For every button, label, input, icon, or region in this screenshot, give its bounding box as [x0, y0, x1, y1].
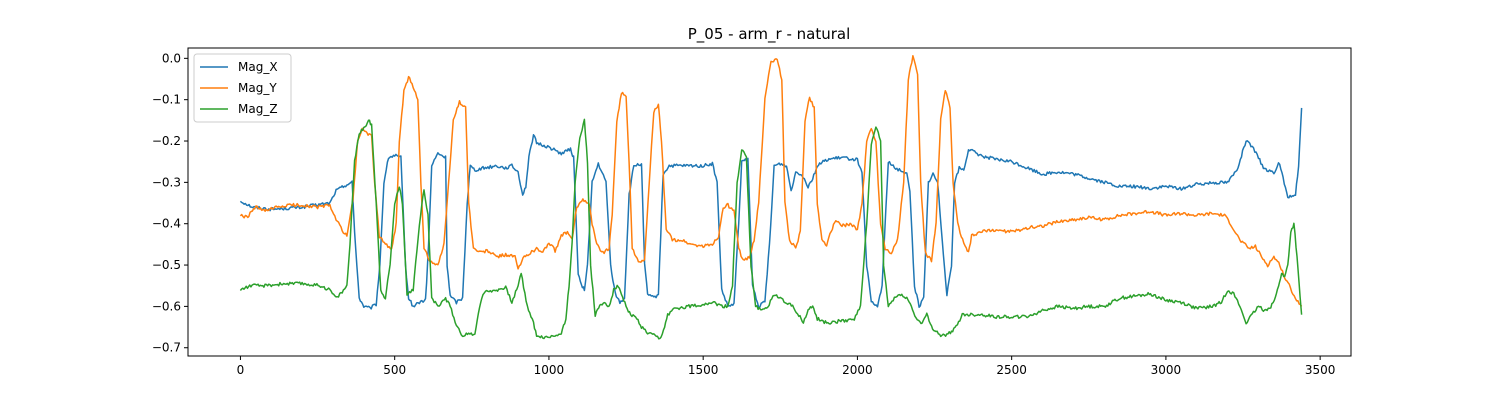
legend-label: Mag_Y [238, 81, 277, 95]
legend-label: Mag_X [238, 60, 278, 74]
y-axis: −0.7 −0.6 −0.5 −0.4 −0.3 −0.2 −0.1 0.0 [152, 51, 188, 355]
x-axis: 0 500 1000 1500 2000 2500 3000 3500 [237, 356, 1336, 377]
x-tick-label: 3000 [1151, 363, 1182, 377]
legend: Mag_X Mag_Y Mag_Z [193, 53, 292, 123]
plot-frame [187, 47, 1352, 357]
x-tick-label: 1000 [534, 363, 565, 377]
x-tick-label: 2000 [842, 363, 873, 377]
x-tick-label: 500 [383, 363, 406, 377]
y-tick-label: −0.4 [152, 217, 181, 231]
y-tick-label: 0.0 [162, 51, 181, 65]
x-tick-label: 3500 [1305, 363, 1336, 377]
series-line-mag-x [239, 107, 1303, 310]
legend-box [193, 53, 292, 123]
chart-title: P_05 - arm_r - natural [688, 25, 851, 44]
series-line-mag-y [239, 55, 1303, 307]
series-line-mag-z [239, 118, 1303, 340]
x-tick-label: 1500 [688, 363, 719, 377]
legend-label: Mag_Z [238, 102, 278, 116]
y-tick-label: −0.7 [152, 341, 181, 355]
x-tick-label: 2500 [996, 363, 1027, 377]
y-tick-label: −0.5 [152, 258, 181, 272]
series-layer [239, 55, 1303, 340]
y-tick-label: −0.3 [152, 175, 181, 189]
y-tick-label: −0.6 [152, 299, 181, 313]
x-tick-label: 0 [237, 363, 245, 377]
y-tick-label: −0.2 [152, 134, 181, 148]
y-tick-label: −0.1 [152, 93, 181, 107]
